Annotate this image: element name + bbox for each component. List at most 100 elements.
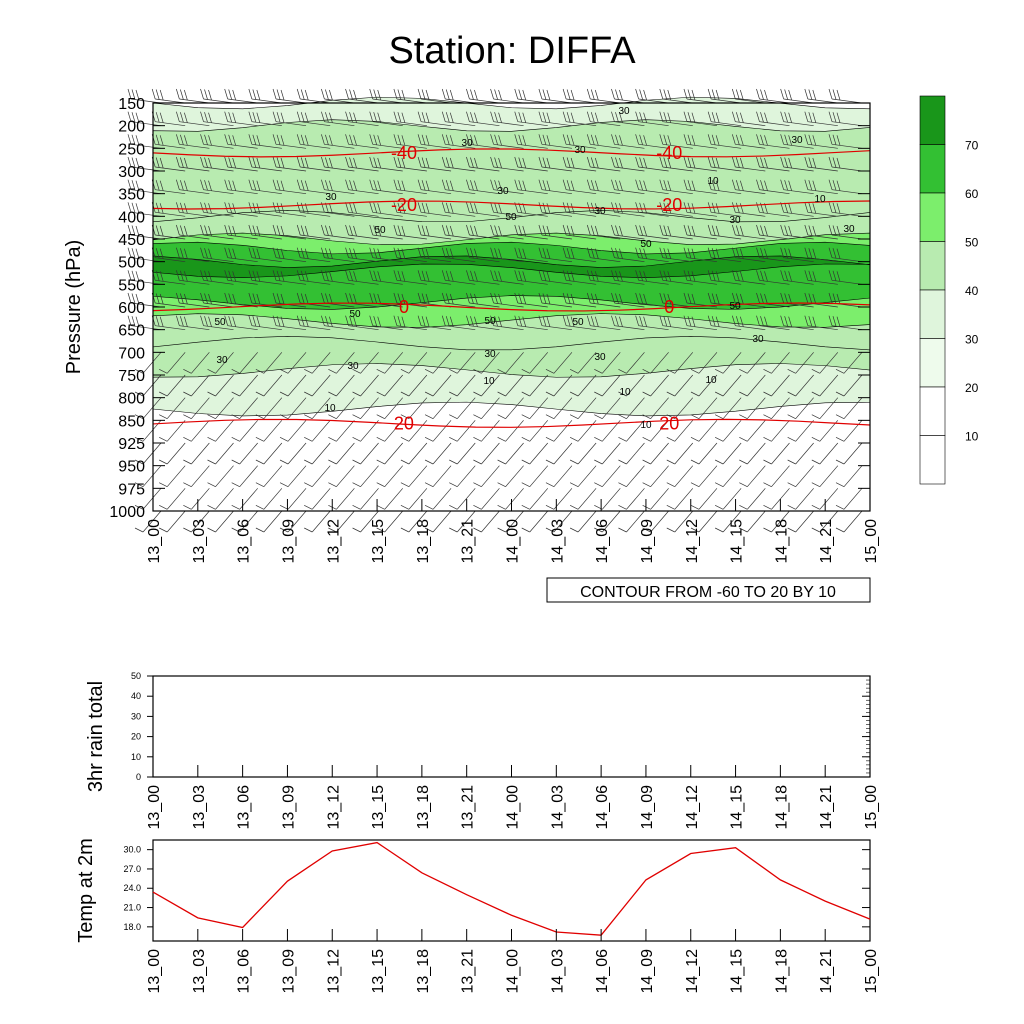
wind-barb-flag (176, 179, 180, 190)
wind-barb-flag (611, 247, 615, 258)
wind-barb (674, 420, 694, 442)
rain-tick-label: 0 (136, 772, 141, 782)
wind-barb-flag (832, 293, 837, 304)
wind-barb-flag (176, 156, 180, 168)
wind-barb-flag (204, 202, 208, 213)
wind-barb-flag (208, 316, 212, 327)
wind-barb-flag (328, 482, 337, 487)
wind-barb (324, 143, 355, 149)
wind-barb-flag (687, 112, 692, 123)
wind-barb-flag (735, 316, 740, 327)
wind-barb (722, 397, 742, 419)
time-tick-label: 14_21 (818, 519, 835, 564)
wind-barb-flag (474, 293, 478, 305)
wind-barb (626, 442, 645, 465)
contour-label: 50 (729, 301, 741, 312)
wind-barb-flag (832, 180, 837, 191)
wind-barb (843, 397, 863, 419)
wind-barb-flag (570, 225, 575, 237)
wind-barb (191, 374, 210, 397)
wind-barb-flag (714, 391, 724, 397)
wind-barb-flag (473, 437, 482, 442)
contour-label: 30 (729, 215, 741, 226)
wind-barb-flag (183, 505, 192, 510)
colorbar-label: 60 (965, 187, 979, 201)
wind-barb-flag (280, 135, 285, 146)
wind-barb-flag (756, 292, 760, 304)
wind-barb-flag (666, 414, 675, 419)
wind-barb (783, 166, 814, 172)
wind-barb-flag (228, 157, 233, 168)
wind-barb (251, 121, 282, 127)
wind-barb-flag (569, 414, 579, 419)
wind-barb-flag (566, 248, 571, 259)
wind-barb-flag (184, 293, 188, 305)
wind-barb-flag (425, 225, 430, 237)
wind-barb-flag (425, 293, 430, 305)
wind-barb-flag (349, 157, 353, 168)
contour-label: 30 (843, 224, 855, 235)
wind-barb-flag (546, 89, 551, 101)
wind-barb-flag (441, 292, 446, 304)
wind-barb-flag (731, 315, 736, 326)
contour-label: 30 (618, 106, 630, 117)
wind-barb-flag (304, 135, 309, 146)
wind-barb-flag (183, 437, 192, 442)
wind-barb-flag (224, 111, 229, 122)
wind-barb (263, 442, 283, 465)
wind-barb-flag (498, 89, 502, 101)
wind-barb-flag (329, 271, 333, 282)
wind-barb (275, 234, 307, 240)
wind-barb-flag (835, 482, 845, 487)
wind-barb (566, 211, 597, 217)
wind-barb-flag (739, 89, 744, 101)
wind-barb-flag (369, 179, 374, 190)
wind-barb-flag (594, 225, 599, 237)
wind-barb-flag (421, 89, 426, 100)
wind-barb-flag (204, 112, 208, 123)
wind-barb-flag (369, 156, 374, 168)
wind-barb (577, 420, 597, 442)
wind-barb-flag (518, 225, 523, 236)
wind-barb (650, 442, 669, 465)
wind-barb-flag (490, 270, 494, 281)
wind-barb (263, 352, 283, 374)
wind-barb-flag (159, 369, 168, 374)
wind-barb-flag (811, 391, 820, 397)
wind-barb-flag (619, 157, 623, 169)
wind-barb-flag (255, 437, 265, 442)
temp-tick-label: 27.0 (123, 864, 141, 874)
temp-contour--40 (152, 148, 871, 158)
wind-barb (553, 374, 573, 397)
wind-barb-flag (127, 179, 132, 190)
wind-barb-flag (304, 369, 313, 374)
wind-barb-flag (252, 157, 257, 168)
wind-barb-flag (545, 505, 555, 510)
wind-barb-flag (611, 292, 615, 304)
wind-barb-flag (666, 505, 675, 510)
wind-barb-flag (445, 293, 450, 304)
wind-barb-flag (497, 414, 506, 419)
wind-barb-flag (812, 248, 817, 259)
time-tick-label: 14_18 (773, 785, 790, 830)
wind-barb-flag (490, 315, 494, 326)
wind-barb (541, 211, 572, 217)
wind-barb-flag (180, 89, 184, 100)
temp-contour-label: 0 (664, 297, 674, 317)
wind-barb-flag (353, 203, 357, 214)
wind-barb-flag (256, 89, 261, 101)
wind-barb-flag (663, 270, 668, 281)
wind-barb (553, 420, 573, 442)
wind-barb-flag (256, 225, 261, 237)
wind-barb-flag (497, 369, 506, 374)
wind-barb (566, 143, 597, 149)
wind-barb (517, 121, 548, 127)
wind-barb-flag (566, 112, 571, 123)
wind-barb (481, 465, 500, 487)
wind-barb (227, 211, 258, 217)
wind-barb-flag (352, 505, 361, 510)
time-tick-label: 14_12 (684, 785, 701, 830)
wind-barb-flag (304, 112, 309, 123)
wind-barb (722, 510, 742, 533)
